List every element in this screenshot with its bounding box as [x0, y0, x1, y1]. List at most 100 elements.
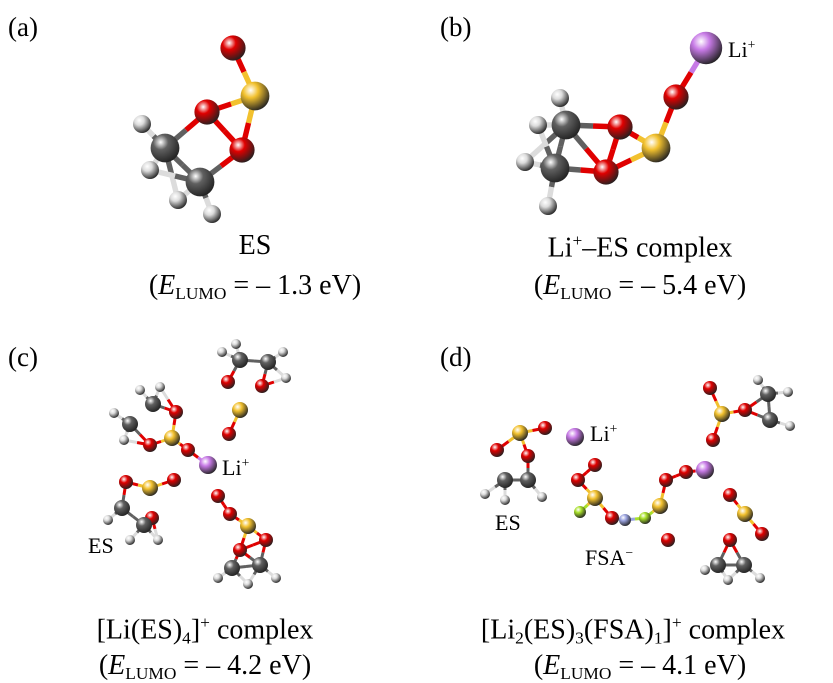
atom: [607, 114, 632, 139]
atom: [497, 472, 513, 488]
caption: (ELUMO = – 5.4 eV): [440, 272, 833, 303]
atom: [141, 161, 159, 179]
caption-text: (FSA): [584, 614, 654, 645]
caption-text: +: [672, 613, 682, 632]
atom: [512, 425, 528, 441]
atom: [220, 35, 245, 60]
atom: [659, 473, 673, 487]
atom: [145, 396, 161, 412]
atom: [221, 375, 235, 389]
atom: [574, 506, 586, 518]
annotation-text: Li: [728, 37, 748, 62]
atom: [135, 385, 145, 395]
caption-text: LUMO: [175, 284, 226, 303]
caption-text: complex: [210, 614, 313, 645]
atom: [723, 533, 737, 547]
caption-text: complex: [682, 614, 785, 645]
atom: [588, 458, 602, 472]
caption-text: 3: [575, 629, 584, 648]
atom: [181, 443, 195, 457]
atom: [516, 153, 534, 171]
atom: [222, 427, 236, 441]
atom: [480, 489, 490, 499]
atom: [164, 430, 180, 446]
atom: [213, 573, 223, 583]
atom: [552, 111, 581, 140]
atom: [529, 116, 547, 134]
atom: [260, 354, 276, 370]
atom: [760, 386, 776, 402]
atom: [785, 421, 795, 431]
atom: [199, 456, 217, 474]
atom: [109, 408, 119, 418]
atom: [203, 205, 221, 223]
annotation: Li+: [728, 38, 755, 61]
atom: [539, 197, 557, 215]
caption-text: E: [543, 650, 560, 681]
caption-text: E: [108, 650, 125, 681]
caption: ES: [55, 232, 455, 260]
annotation-text: +: [610, 421, 618, 436]
atom: [169, 191, 187, 209]
caption-text: (: [99, 650, 108, 681]
atom: [690, 32, 722, 64]
atom: [571, 473, 585, 487]
atom: [231, 339, 241, 349]
atom: [211, 489, 225, 503]
caption-text: [Li: [481, 614, 515, 645]
atom: [119, 475, 133, 489]
panel-label: (d): [440, 342, 471, 373]
atom: [217, 347, 227, 357]
atom: [762, 412, 778, 428]
caption-text: = – 1.3 eV): [226, 270, 361, 301]
annotation-text: FSA: [585, 545, 625, 570]
annotation: ES: [88, 535, 114, 557]
atom: [661, 533, 675, 547]
caption-text: (: [149, 270, 158, 301]
caption-text: ES: [239, 230, 272, 261]
caption-text: = – 4.1 eV): [611, 650, 746, 681]
caption-text: (: [534, 650, 543, 681]
atom: [679, 465, 693, 479]
atom: [500, 495, 510, 505]
annotation-text: −: [625, 545, 633, 560]
caption-text: –ES complex: [582, 232, 732, 263]
caption-text: ]: [663, 614, 672, 645]
atom: [241, 82, 270, 111]
figure: (a) (b) (c) (d) ES (ELUMO = – 1.3 eV) Li…: [0, 0, 833, 683]
caption: [Li(ES)4]+ complex: [5, 614, 405, 647]
atom: [619, 514, 631, 526]
atom: [278, 347, 288, 357]
atom: [593, 159, 618, 184]
annotation-text: +: [242, 455, 250, 470]
atom: [652, 498, 668, 514]
atom: [738, 403, 752, 417]
annotation-text: +: [748, 37, 756, 52]
atom: [233, 543, 247, 557]
atom: [224, 560, 240, 576]
atom: [755, 527, 769, 541]
annotation: Li+: [222, 456, 249, 479]
atom: [696, 461, 714, 479]
atom: [232, 402, 248, 418]
atom: [271, 573, 281, 583]
caption-text: = – 5.4 eV): [611, 270, 746, 301]
caption: Li+–ES complex: [440, 232, 833, 262]
atom: [281, 373, 291, 383]
annotation-text: ES: [495, 510, 521, 535]
caption-text: +: [573, 231, 583, 250]
panel-label: (a): [8, 12, 38, 43]
atom: [169, 405, 183, 419]
annotation: ES: [495, 512, 521, 534]
atom: [229, 137, 254, 162]
caption-text: (ES): [524, 614, 575, 645]
caption: (ELUMO = – 4.2 eV): [5, 652, 405, 683]
caption-text: E: [543, 270, 560, 301]
atom: [566, 428, 584, 446]
atom: [136, 517, 152, 533]
atom: [737, 506, 753, 522]
atom: [155, 382, 165, 392]
atom: [125, 535, 135, 545]
annotation: FSA−: [585, 546, 633, 569]
atom: [783, 387, 793, 397]
